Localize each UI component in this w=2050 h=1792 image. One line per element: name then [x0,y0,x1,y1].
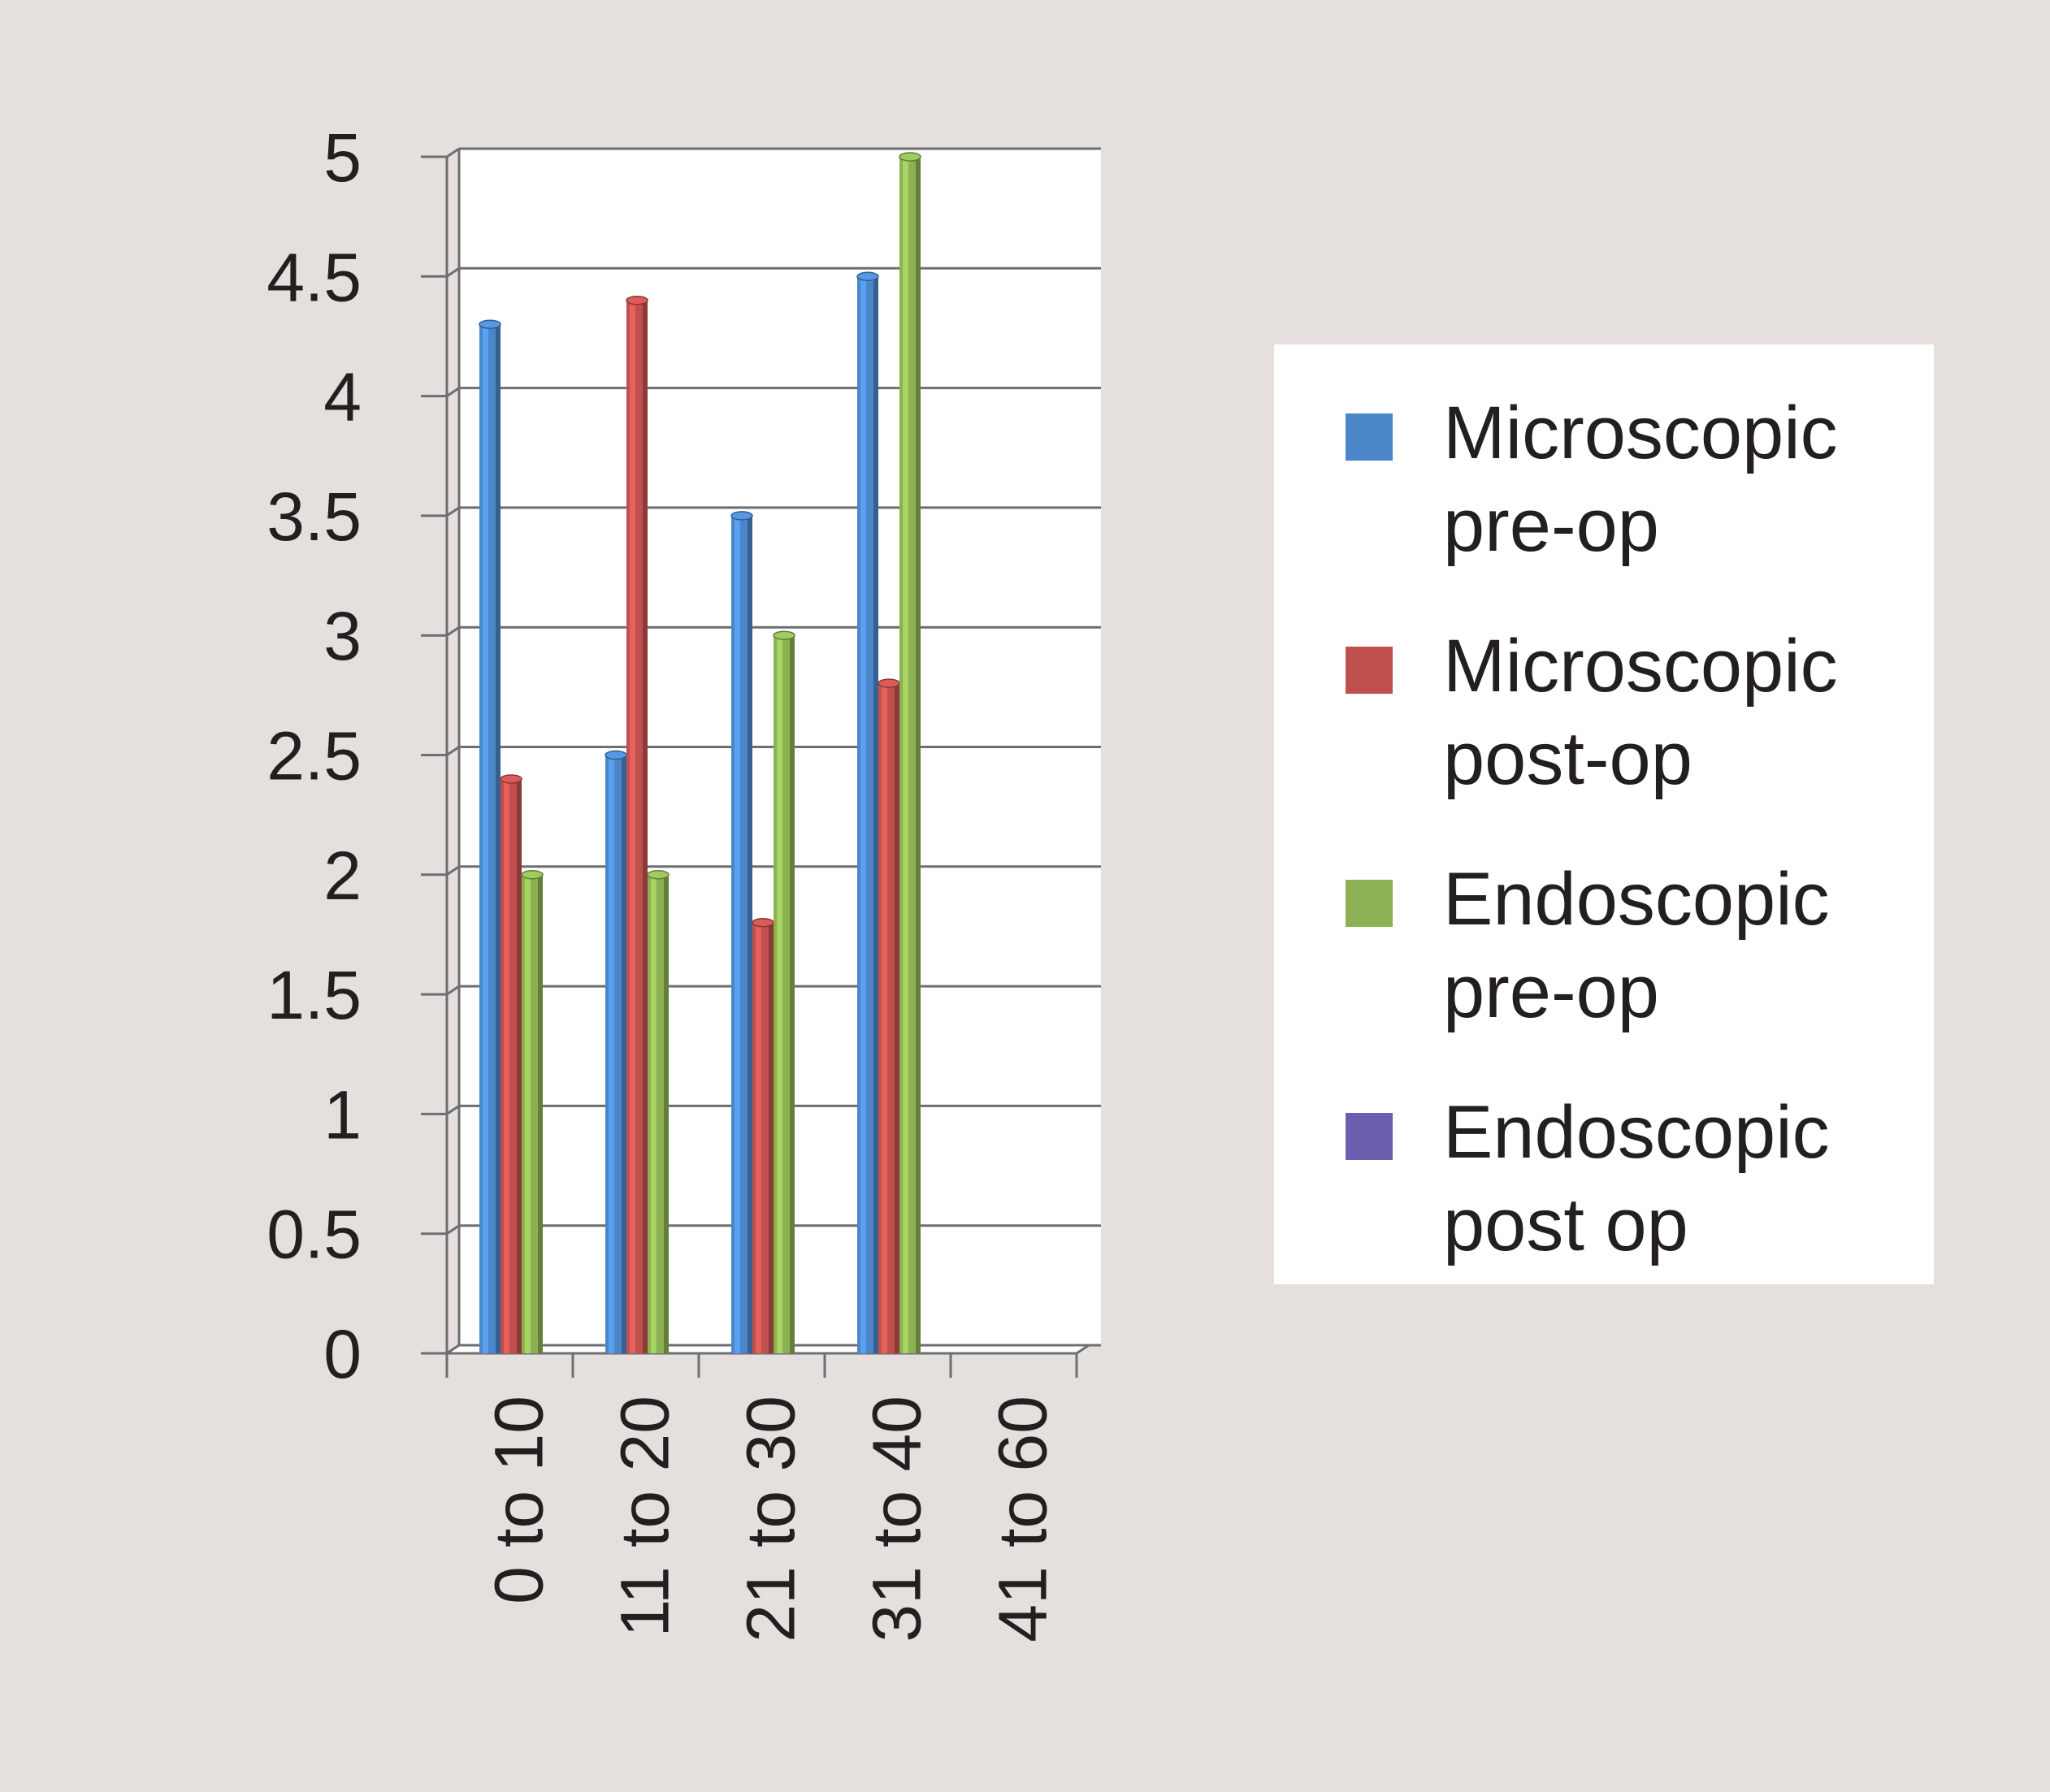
bar-top [647,870,670,880]
y-tick-label: 4.5 [267,239,362,315]
y-axis-tick [446,506,460,517]
legend-label: Endoscopic post op [1443,1091,1830,1266]
bar-shadow [769,922,774,1353]
bar-top [752,917,774,928]
bar-shadow [664,874,669,1353]
y-tick-label: 2 [323,838,362,914]
y-tick-label: 3.5 [267,478,362,555]
bar-highlight [609,755,614,1353]
x-tick-label: 11 to 20 [607,1396,683,1637]
bar-shadow [895,683,899,1353]
legend-swatch [1346,647,1393,694]
bar-top [626,296,648,305]
legend-item-microscopic-pre-op: Microscopic pre-op [1274,369,1934,602]
bar-shadow [790,635,795,1353]
bar-top [730,511,753,521]
bar-highlight [525,874,531,1353]
bar-shadow [873,276,878,1353]
y-axis-tick [446,1224,460,1235]
bar-shadow [538,874,543,1353]
bar-highlight [860,276,866,1353]
y-tick-label: 0.5 [267,1197,362,1273]
bar-top [500,774,522,784]
bar-highlight [777,635,782,1353]
bar-highlight [630,300,635,1353]
legend-label: Microscopic post-op [1443,625,1838,800]
y-axis-tick [446,865,460,877]
bar-highlight [504,778,509,1353]
bar-top [899,152,921,162]
x-tick-labels: 0 to 10 11 to 20 21 to 30 31 to 40 41 to 60 [481,1396,1061,1643]
bar-top [773,630,795,640]
bar-top [856,271,879,282]
bar-top [605,750,627,760]
x-tick-label: 41 to 60 [985,1396,1061,1643]
bar-highlight [903,157,908,1353]
bar-shadow [496,324,501,1354]
y-tick-label: 1.5 [267,957,362,1033]
x-tick-label: 31 to 40 [859,1396,935,1643]
y-axis-tick [446,267,460,278]
x-tick-label: 0 to 10 [481,1396,557,1604]
y-axis-tick [446,147,460,158]
legend-label: Microscopic pre-op [1443,392,1838,567]
bar-highlight [882,683,887,1353]
y-axis-tick [446,625,460,637]
y-tick-label: 1 [323,1076,362,1153]
y-axis-tick [446,1105,460,1115]
legend-swatch [1346,1113,1393,1160]
bar-highlight [651,874,657,1353]
y-tick-label: 2.5 [267,718,362,794]
legend-item-endoscopic-pre-op: Endoscopic pre-op [1274,835,1934,1068]
y-tick-label: 3 [323,598,362,674]
bars [479,152,921,1354]
y-tick-label: 5 [323,119,362,196]
bar-shadow [622,755,626,1353]
bar-highlight [735,515,740,1353]
y-tick-labels: 0 0.5 1 1.5 2 2.5 3 3.5 4 4.5 5 [267,119,362,1392]
bar-highlight [483,324,488,1354]
bar-shadow [517,778,522,1353]
bar-top [479,319,501,329]
legend-label: Endoscopic pre-op [1443,858,1830,1033]
y-axis-tick [446,387,460,397]
x-tick-label: 21 to 30 [733,1396,809,1643]
legend: Microscopic pre-op Microscopic post-op E… [1274,344,1934,1284]
y-tick-label: 4 [323,359,362,435]
y-tick-label: 0 [323,1316,362,1392]
legend-item-endoscopic-post-op: Endoscopic post op [1274,1068,1934,1301]
legend-item-microscopic-post-op: Microscopic post-op [1274,602,1934,835]
legend-swatch [1346,880,1393,927]
bar-shadow [748,515,752,1353]
bar-shadow [643,300,648,1353]
bar-shadow [916,157,921,1353]
bar-top [878,678,900,688]
y-axis-tick [446,746,460,756]
bar-highlight [756,922,761,1353]
legend-swatch [1346,413,1393,461]
y-axis-tick [446,985,460,996]
bar-top [521,870,544,880]
